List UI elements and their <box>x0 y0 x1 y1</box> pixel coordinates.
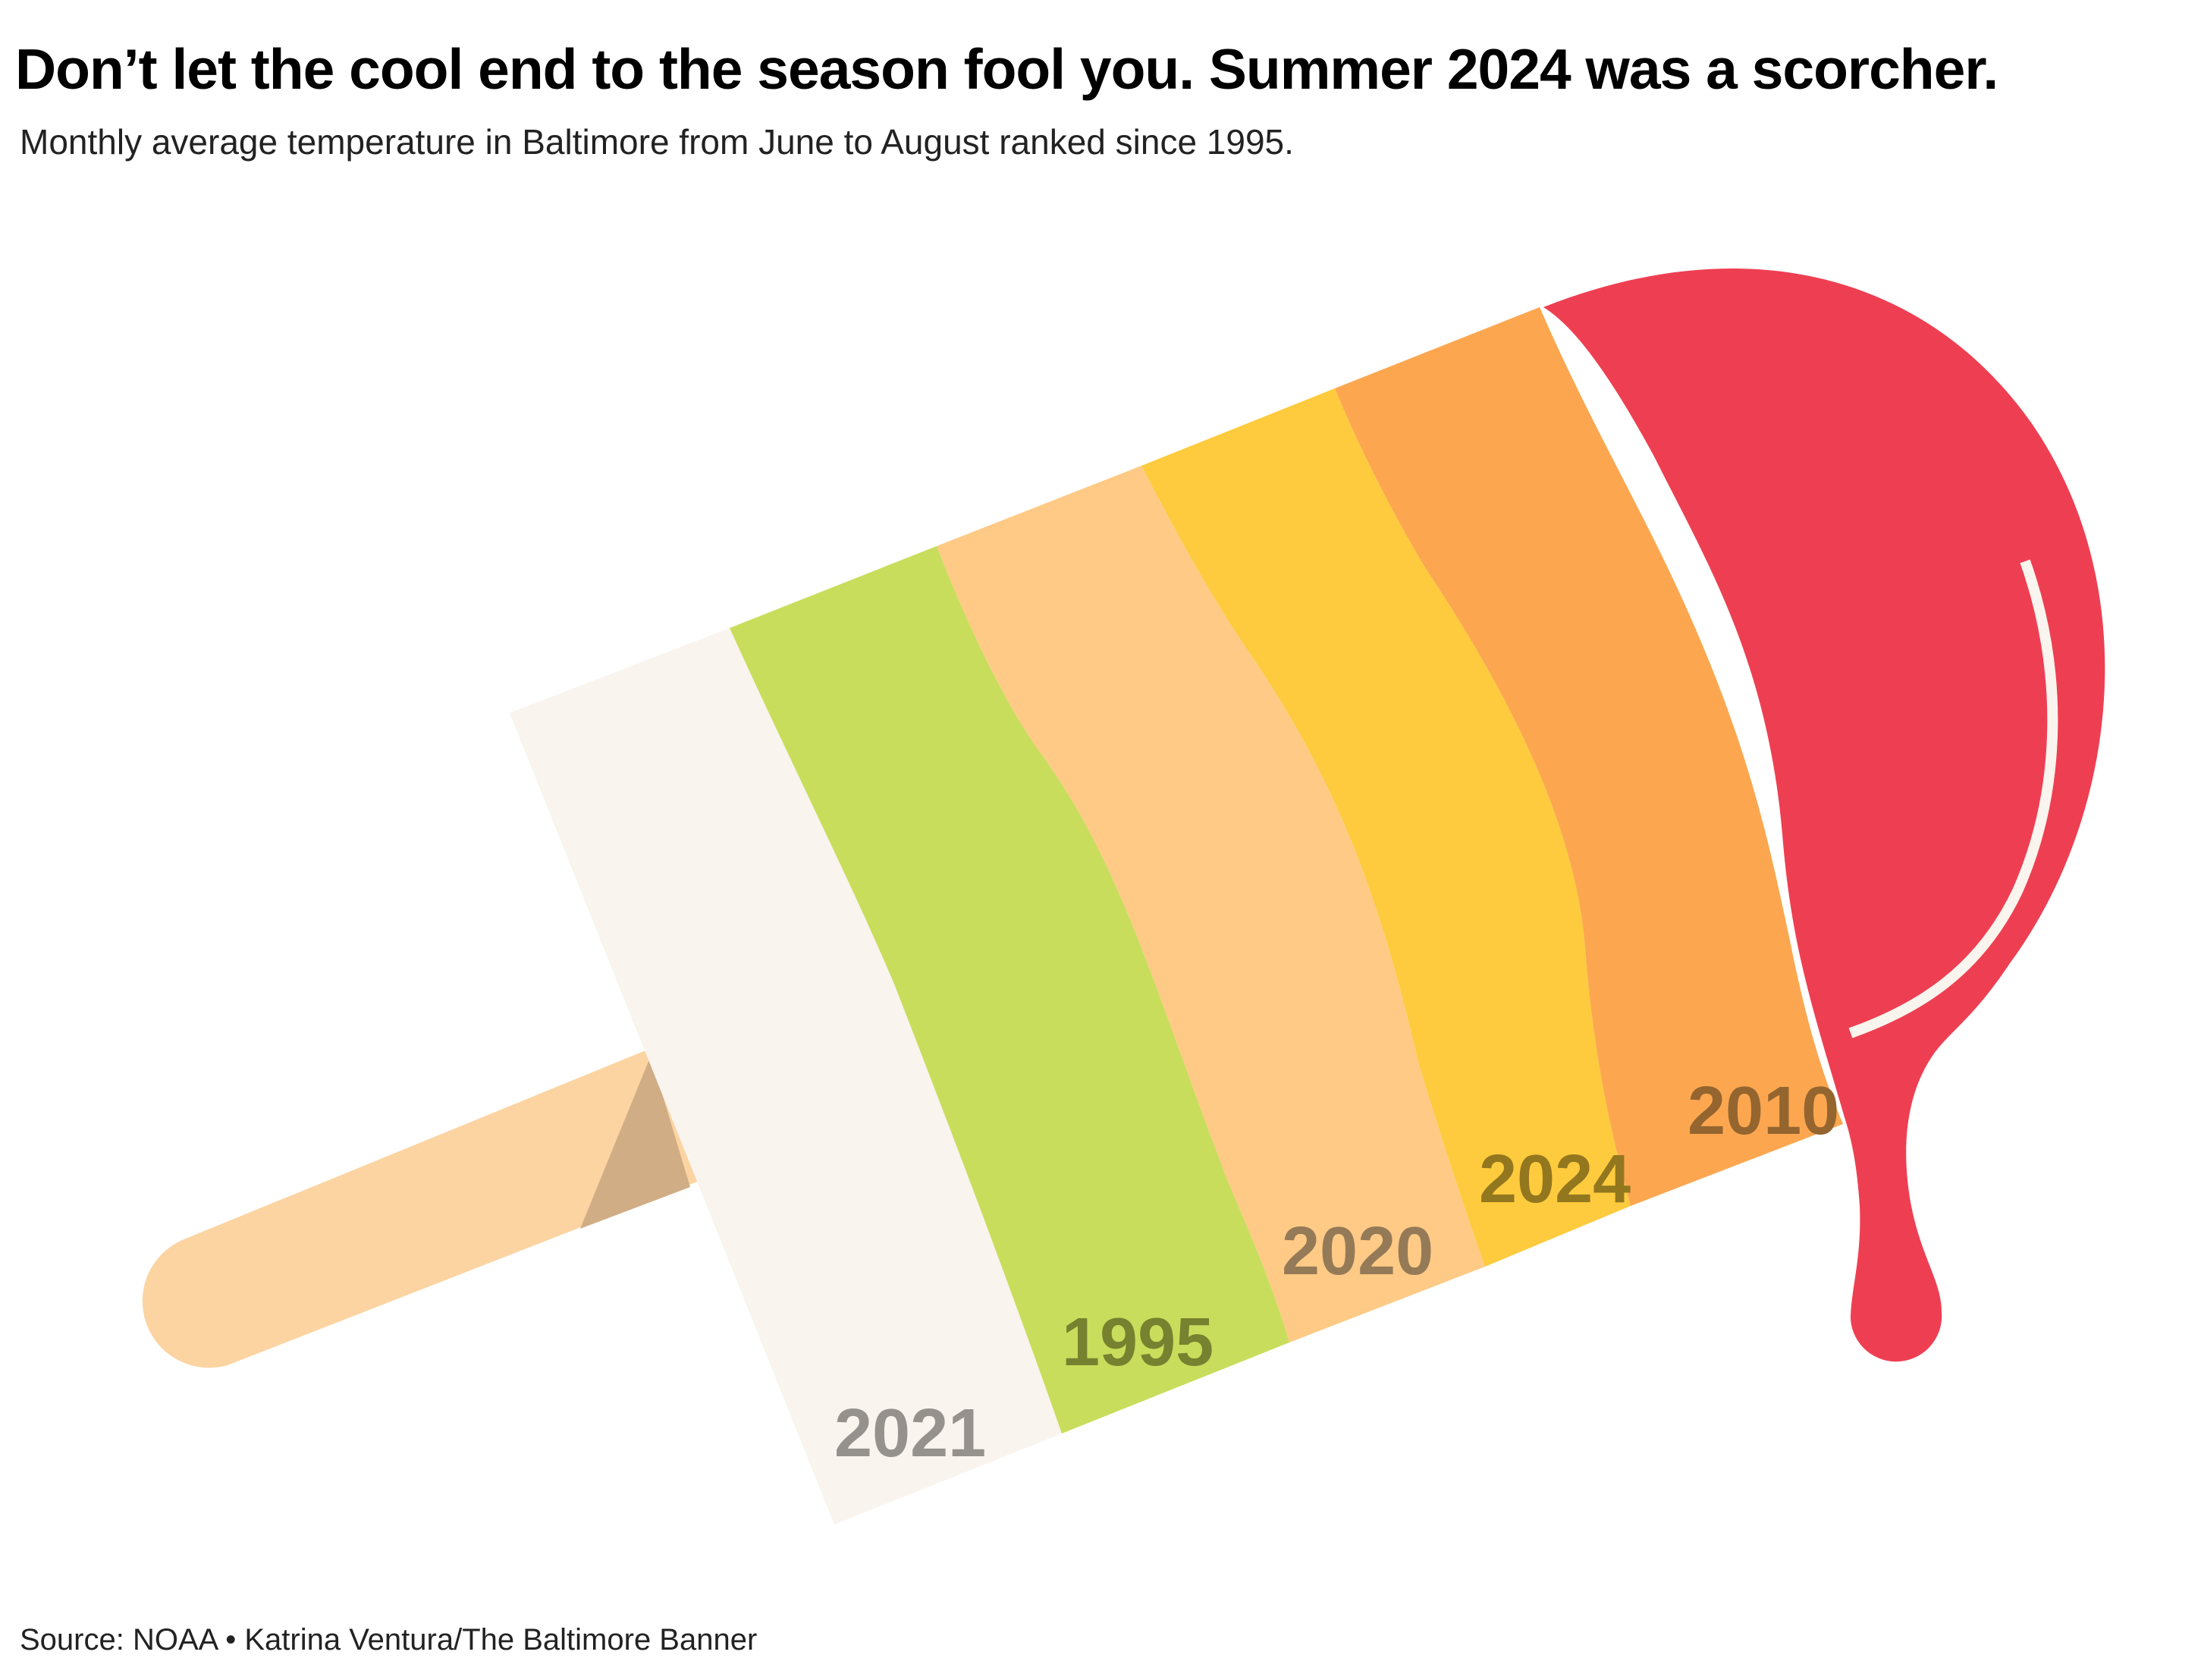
band-2020 <box>937 466 1485 1342</box>
popsicle-cap-hottest <box>1543 268 2105 1362</box>
band-2024 <box>1141 388 1631 1267</box>
rank-label-1995: 1995 <box>1062 1305 1214 1380</box>
popsicle-stick-shadow <box>580 1056 690 1229</box>
band-1995 <box>730 546 1289 1433</box>
rank-label-2021: 2021 <box>834 1396 986 1471</box>
rank-label-2020: 2020 <box>1282 1214 1433 1289</box>
popsicle-highlight <box>1848 559 2058 1038</box>
source-note: Source: NOAA • Katrina Ventura/The Balti… <box>20 1623 758 1656</box>
rank-labels: 2021 1995 2020 2024 2010 <box>834 1073 1839 1471</box>
band-2021 <box>510 628 1062 1525</box>
rank-label-2024: 2024 <box>1479 1141 1631 1217</box>
popsicle-stick <box>142 1035 713 1368</box>
rank-label-2010: 2010 <box>1688 1073 1839 1149</box>
chart-title: Don’t let the cool end to the season foo… <box>15 37 1998 101</box>
band-2010 <box>1335 307 1843 1206</box>
chart-subtitle: Monthly average temperature in Baltimore… <box>20 122 1294 162</box>
popsicle-bands <box>510 307 1843 1525</box>
